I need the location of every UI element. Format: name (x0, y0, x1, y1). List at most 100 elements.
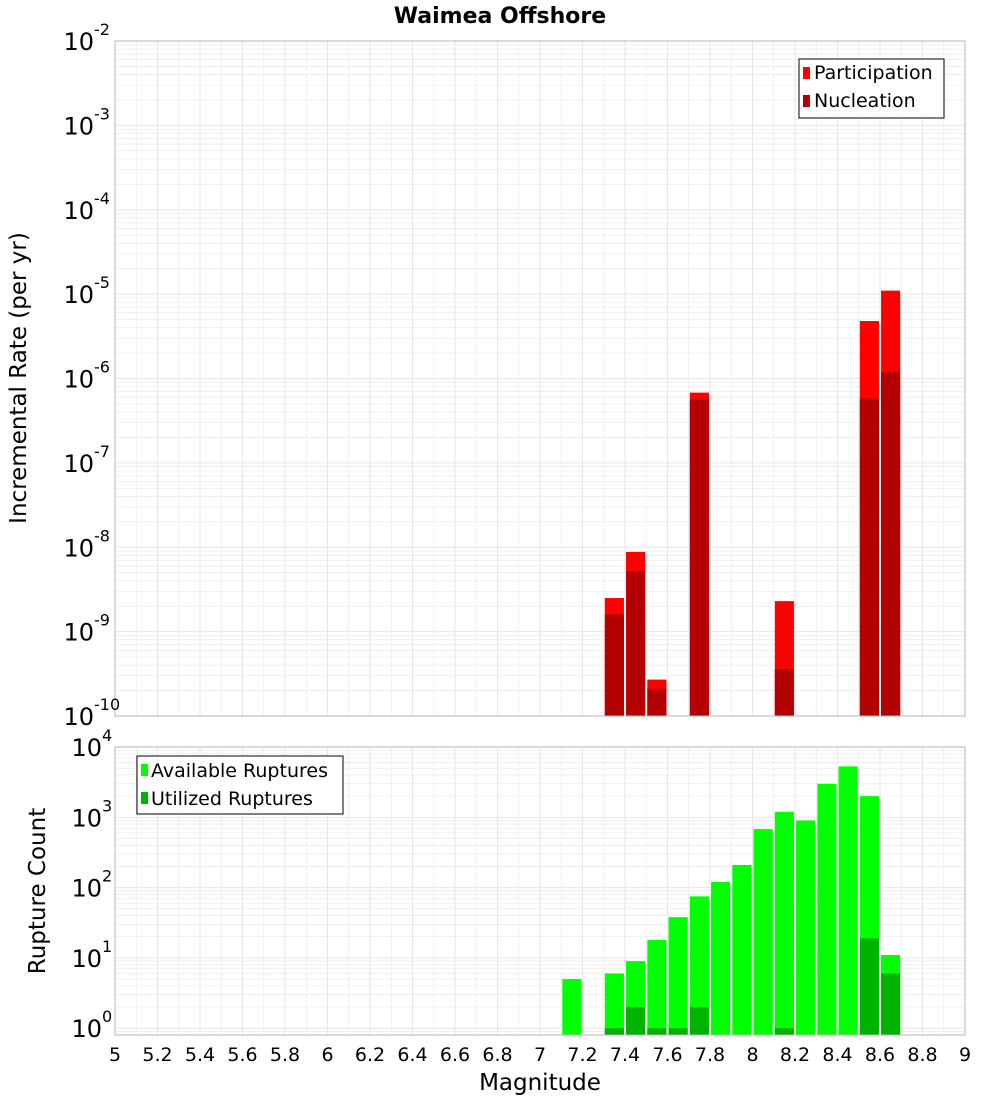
legend-swatch-utilized (141, 792, 148, 804)
y-tick-base: 10 (71, 945, 102, 973)
y-tick-label: 10 0 (71, 1007, 112, 1043)
count-bars (562, 766, 901, 1035)
y-tick-base: 10 (71, 804, 102, 832)
bar-available-ruptures-8.35 (817, 783, 837, 1035)
x-axis-label: Magnitude (479, 1070, 601, 1096)
bar-utilized-ruptures-7.75 (689, 1007, 709, 1035)
count-y-axis-label: Rupture Count (25, 808, 51, 974)
rate-legend: Participation Nucleation (798, 58, 945, 119)
x-tick-label: 6.4 (397, 1044, 427, 1066)
y-tick-label: 10 -7 (63, 442, 110, 478)
y-tick-exponent: -3 (94, 104, 110, 123)
y-tick-exponent: -8 (94, 526, 110, 545)
y-tick-label: 10 -6 (63, 358, 110, 394)
y-tick-base: 10 (63, 28, 94, 56)
x-tick-label: 8.4 (822, 1044, 852, 1066)
x-tick-label: 7.8 (695, 1044, 725, 1066)
bar-nucleation-7.75 (689, 399, 709, 716)
y-tick-base: 10 (63, 534, 94, 562)
x-tick-label: 6.8 (482, 1044, 512, 1066)
y-tick-exponent: -9 (94, 611, 110, 630)
y-tick-base: 10 (63, 703, 94, 731)
x-tick-label: 8.8 (907, 1044, 937, 1066)
y-tick-exponent: -2 (94, 20, 110, 39)
x-tick-label: 6.6 (440, 1044, 470, 1066)
y-tick-exponent: -6 (94, 358, 110, 377)
x-tick-label: 7.2 (567, 1044, 597, 1066)
y-tick-label: 10 -5 (63, 273, 110, 309)
bar-available-ruptures-8.15 (774, 811, 794, 1035)
count-legend-box (136, 755, 344, 815)
x-tick-label: 5.4 (185, 1044, 215, 1066)
count-x-ticks: 5 5.2 5.4 5.6 5.8 6 6.2 6.4 6.6 6.8 7 7.2 7.4 7.6 7.8 8… (109, 1044, 971, 1066)
x-tick-label: 5.8 (270, 1044, 300, 1066)
count-plot-frame (114, 746, 966, 1036)
bar-available-ruptures-7.65 (668, 917, 688, 1035)
rate-grid (114, 40, 966, 717)
bar-utilized-ruptures-8.55 (859, 938, 879, 1035)
y-tick-base: 10 (63, 450, 94, 478)
y-tick-exponent: -5 (94, 273, 110, 292)
y-tick-label: 10 4 (71, 726, 112, 762)
rate-bars (604, 290, 901, 716)
x-tick-label: 7 (534, 1044, 546, 1066)
bar-nucleation-7.45 (626, 571, 646, 716)
y-tick-exponent: 2 (102, 867, 112, 886)
y-tick-base: 10 (63, 619, 94, 647)
bar-available-ruptures-8.45 (838, 766, 858, 1035)
y-tick-label: 10 -10 (63, 695, 120, 731)
bar-available-ruptures-7.85 (711, 882, 731, 1035)
bar-available-ruptures-7.35 (604, 973, 624, 1035)
y-tick-label: 10 -8 (63, 526, 110, 562)
legend-swatch-participation (803, 67, 810, 79)
x-tick-label: 9 (959, 1044, 971, 1066)
x-tick-label: 5.6 (227, 1044, 257, 1066)
bar-available-ruptures-7.55 (647, 939, 667, 1035)
bar-utilized-ruptures-8.65 (881, 973, 901, 1035)
y-tick-exponent: -10 (94, 695, 120, 714)
x-tick-label: 6 (321, 1044, 333, 1066)
legend-label-nucleation: Nucleation (814, 90, 916, 112)
x-tick-label: 7.6 (652, 1044, 682, 1066)
x-tick-label: 8 (746, 1044, 758, 1066)
x-tick-label: 8.6 (865, 1044, 895, 1066)
x-tick-label: 6.2 (355, 1044, 385, 1066)
bar-utilized-ruptures-7.35 (604, 1028, 624, 1035)
y-tick-exponent: 4 (102, 726, 112, 745)
y-tick-base: 10 (71, 875, 102, 903)
bar-available-ruptures-7.15 (562, 979, 582, 1035)
y-tick-base: 10 (71, 1015, 102, 1043)
y-tick-exponent: -4 (94, 189, 110, 208)
bar-available-ruptures-7.95 (732, 864, 752, 1035)
bar-nucleation-8.55 (859, 398, 879, 716)
y-tick-base: 10 (71, 734, 102, 762)
y-tick-label: 10 -2 (63, 20, 110, 56)
y-tick-label: 10 1 (71, 937, 112, 973)
y-tick-base: 10 (63, 112, 94, 140)
y-tick-label: 10 -4 (63, 189, 110, 225)
y-tick-label: 10 -3 (63, 104, 110, 140)
bar-utilized-ruptures-7.55 (647, 1028, 667, 1035)
y-tick-base: 10 (63, 281, 94, 309)
bar-nucleation-8.15 (774, 669, 794, 716)
legend-swatch-available (141, 764, 148, 776)
bar-nucleation-8.65 (881, 371, 901, 716)
chart-title: Waimea Offshore (394, 4, 606, 29)
y-tick-exponent: 0 (102, 1007, 112, 1026)
bar-available-ruptures-7.75 (689, 896, 709, 1035)
bar-utilized-ruptures-7.65 (668, 1028, 688, 1035)
y-tick-label: 10 3 (71, 796, 112, 832)
y-tick-base: 10 (63, 197, 94, 225)
rate-y-axis-label: Incremental Rate (per yr) (6, 232, 32, 524)
bar-nucleation-7.35 (604, 614, 624, 716)
bar-available-ruptures-8.25 (796, 820, 816, 1035)
legend-swatch-nucleation (803, 95, 810, 107)
x-tick-label: 5 (109, 1044, 121, 1066)
rate-legend-box (798, 58, 945, 119)
count-legend: Available Ruptures Utilized Ruptures (136, 755, 344, 815)
